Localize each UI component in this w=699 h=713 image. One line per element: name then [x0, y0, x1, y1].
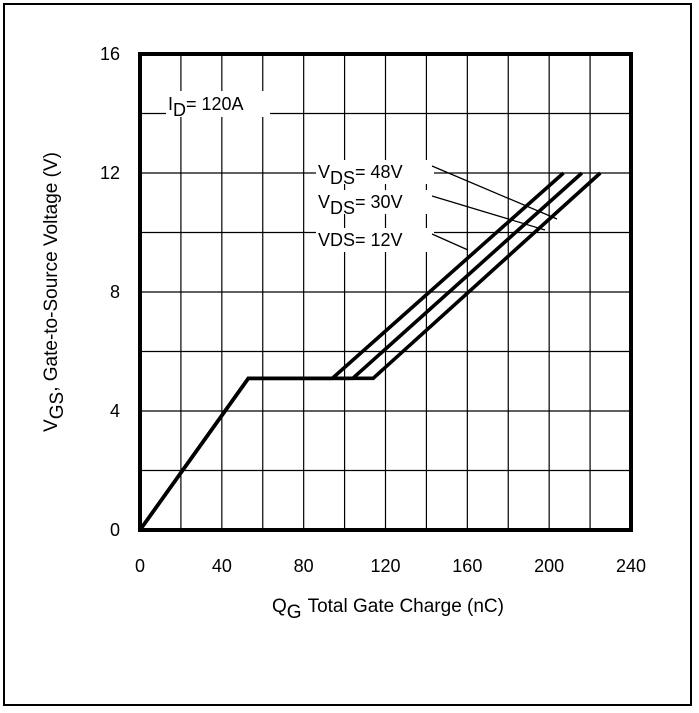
- y-axis-label: VGS, Gate-to-Source Voltage (V): [41, 152, 68, 432]
- tick-labels: 0 40 80 120 160 200 240 0 4 8 12 16: [100, 44, 646, 576]
- x-tick-label: 0: [135, 556, 145, 576]
- series-lines: [138, 171, 602, 532]
- annotation-bg: [166, 91, 270, 117]
- leader-line-12v: [431, 233, 469, 251]
- grid: [140, 54, 631, 530]
- y-tick-label: 0: [110, 520, 120, 540]
- chart-frame: [3, 3, 692, 706]
- y-tick-label: 4: [110, 401, 120, 421]
- series-labels: VDS= 48V VDS= 30V VDS= 12V: [316, 160, 558, 252]
- series-line-12v: [138, 171, 602, 532]
- series-label-12v: VDS= 12V: [318, 230, 403, 250]
- x-tick-label: 200: [534, 556, 564, 576]
- x-tick-label: 240: [616, 556, 646, 576]
- drain-current-annotation: ID= 120A: [168, 94, 244, 120]
- series-label-48v: VDS= 48V: [318, 162, 403, 188]
- y-tick-label: 12: [100, 163, 120, 183]
- x-tick-label: 160: [452, 556, 482, 576]
- x-axis-label: QG Total Gate Charge (nC): [272, 596, 504, 623]
- label-bg-30v: [316, 190, 434, 214]
- series-label-30v: VDS= 30V: [318, 192, 403, 218]
- leader-line-30v: [431, 195, 546, 231]
- plot-area-border: [138, 52, 633, 532]
- x-tick-label: 120: [370, 556, 400, 576]
- y-tick-label: 8: [110, 282, 120, 302]
- y-tick-label: 16: [100, 44, 120, 64]
- x-tick-label: 40: [212, 556, 232, 576]
- leader-line-48v: [431, 165, 558, 220]
- label-bg-12v: [316, 228, 434, 252]
- x-tick-label: 80: [294, 556, 314, 576]
- label-bg-48v: [316, 160, 434, 184]
